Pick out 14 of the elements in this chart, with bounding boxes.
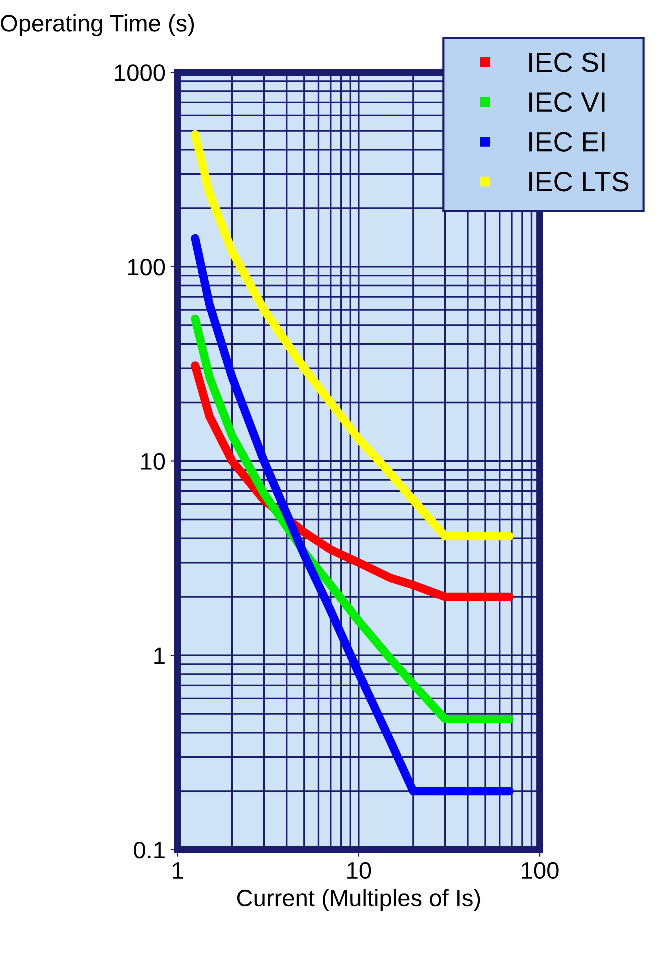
x-axis-title: Current (Multiples of Is) bbox=[237, 889, 480, 912]
x-tick-label: 1 bbox=[173, 862, 184, 879]
y-tick-label: 10 bbox=[142, 453, 166, 470]
legend-label: IEC SI bbox=[530, 52, 605, 72]
legend-label: IEC EI bbox=[530, 132, 605, 152]
x-tick-label: 100 bbox=[522, 862, 559, 880]
legend-label: IEC VI bbox=[530, 92, 605, 112]
y-tick-label: 1 bbox=[154, 648, 165, 664]
y-axis-title: Operating Time (s) bbox=[1, 14, 194, 37]
y-tick-label: 100 bbox=[128, 258, 166, 276]
y-tick-label: 0.1 bbox=[134, 842, 165, 859]
y-tick-label: 1000 bbox=[115, 64, 166, 82]
x-tick-label: 10 bbox=[348, 862, 372, 880]
legend-label: IEC LTS bbox=[530, 172, 629, 192]
